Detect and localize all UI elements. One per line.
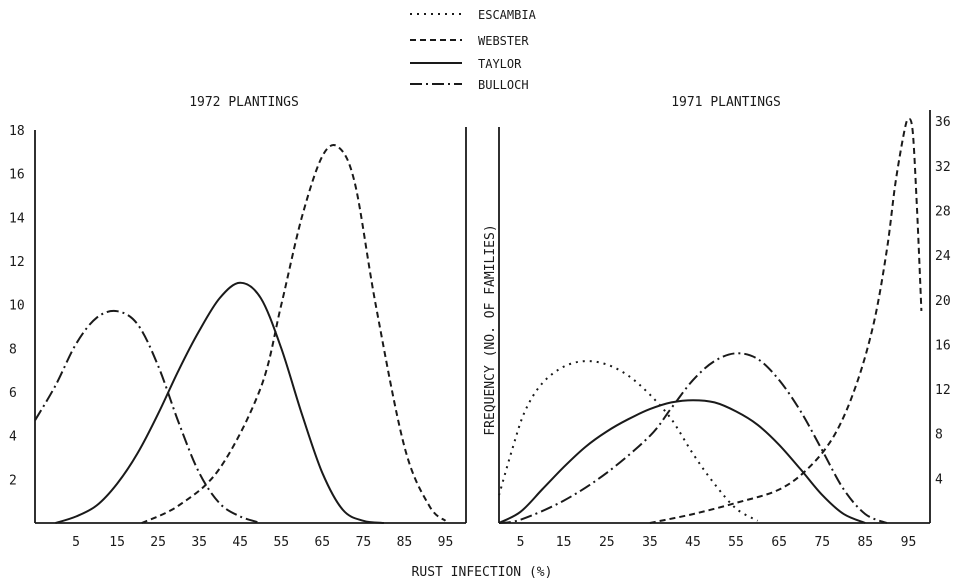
legend-taylor-label: TAYLOR (478, 57, 522, 71)
left-x-tick-label: 55 (273, 535, 289, 550)
left-y-tick-label: 4 (9, 430, 17, 445)
left-x-tick-label: 15 (109, 535, 125, 550)
right-y-tick-label: 20 (935, 294, 951, 309)
left-x-tick-label: 75 (356, 535, 372, 550)
left-curve-taylor (55, 281, 385, 524)
left-x-tick-label: 85 (397, 535, 413, 550)
right-y-tick-label: 24 (935, 249, 951, 264)
right-curves (498, 117, 923, 524)
right-curve-escambia (498, 360, 759, 522)
left-x-tick-label: 65 (314, 535, 330, 550)
left-x-tick-label: 95 (438, 535, 454, 550)
left-y-tick-label: 12 (9, 255, 25, 270)
right-x-tick-label: 25 (599, 535, 615, 550)
right-y-axis-label: FREQUENCY (NO. OF FAMILIES) (483, 224, 498, 435)
chart-1972-plantings: 1972 PLANTINGS 5 15 25 35 45 55 65 75 85 95 2 4 6 8 1… (9, 95, 467, 550)
left-y-ticks: 2 4 6 8 10 12 14 16 18 (9, 124, 25, 488)
right-x-ticks: 5 15 25 35 45 55 65 75 85 95 (517, 535, 917, 550)
right-y-tick-label: 28 (935, 205, 951, 220)
right-x-tick-label: 5 (517, 535, 525, 550)
right-x-tick-label: 15 (556, 535, 572, 550)
x-axis-label: RUST INFECTION (%) (412, 565, 553, 580)
left-y-tick-label: 6 (9, 386, 17, 401)
right-curve-webster (649, 117, 923, 524)
legend-bulloch-label: BULLOCH (478, 78, 529, 92)
legend: ESCAMBIA WEBSTER TAYLOR BULLOCH (410, 8, 537, 92)
left-x-tick-label: 25 (150, 535, 166, 550)
right-x-tick-label: 45 (685, 535, 701, 550)
chart-1972-title: 1972 PLANTINGS (189, 95, 299, 110)
left-curve-webster (141, 144, 447, 524)
right-y-tick-label: 12 (935, 383, 951, 398)
legend-escambia-label: ESCAMBIA (478, 8, 537, 22)
right-y-tick-label: 32 (935, 160, 951, 175)
left-curves (34, 144, 447, 524)
right-x-tick-label: 65 (771, 535, 787, 550)
right-y-ticks: 4 8 12 16 20 24 28 32 36 (935, 115, 951, 487)
left-y-tick-label: 14 (9, 211, 25, 226)
right-x-tick-label: 85 (857, 535, 873, 550)
left-x-ticks: 5 15 25 35 45 55 65 75 85 95 (72, 535, 453, 550)
chart-1971-plantings: 1971 PLANTINGS FREQUENCY (NO. OF FAMILIE… (483, 95, 951, 550)
left-y-tick-label: 8 (9, 342, 17, 357)
right-y-tick-label: 16 (935, 338, 951, 353)
left-y-tick-label: 18 (9, 124, 25, 139)
left-y-tick-label: 16 (9, 168, 25, 183)
legend-webster-label: WEBSTER (478, 34, 529, 48)
right-y-tick-label: 4 (935, 472, 943, 487)
left-y-tick-label: 2 (9, 473, 17, 488)
left-x-tick-label: 35 (191, 535, 207, 550)
chart-1971-title: 1971 PLANTINGS (671, 95, 781, 110)
right-x-tick-label: 95 (901, 535, 917, 550)
right-x-tick-label: 35 (642, 535, 658, 550)
left-x-tick-label: 45 (232, 535, 248, 550)
right-x-tick-label: 75 (814, 535, 830, 550)
left-x-tick-label: 5 (72, 535, 80, 550)
left-y-tick-label: 10 (9, 299, 25, 314)
right-curve-taylor (498, 399, 866, 524)
right-curve-bulloch (498, 352, 888, 524)
right-y-tick-label: 36 (935, 115, 951, 130)
right-x-tick-label: 55 (728, 535, 744, 550)
left-curve-bulloch (34, 309, 262, 524)
right-y-tick-label: 8 (935, 428, 943, 443)
